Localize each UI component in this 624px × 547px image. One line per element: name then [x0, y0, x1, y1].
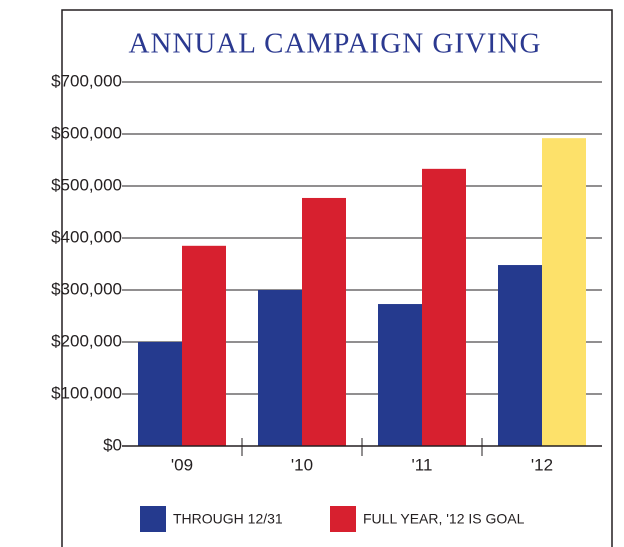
bar — [498, 265, 542, 446]
x-tick-label: '11 — [412, 455, 433, 474]
legend-label: FULL YEAR, '12 IS GOAL — [363, 511, 525, 527]
y-tick-label: $600,000 — [51, 123, 122, 142]
y-tick-label: $100,000 — [51, 383, 122, 402]
y-tick-label: $700,000 — [51, 71, 122, 90]
chart-title: ANNUAL CAMPAIGN GIVING — [129, 28, 542, 60]
legend-swatch — [330, 506, 356, 532]
y-tick-label: $500,000 — [51, 175, 122, 194]
legend-swatch — [140, 506, 166, 532]
x-tick-label: '10 — [291, 455, 313, 474]
y-tick-label: $300,000 — [51, 279, 122, 298]
bar — [258, 290, 302, 446]
y-tick-label: $200,000 — [51, 331, 122, 350]
y-tick-label: $0 — [103, 435, 122, 454]
frame — [61, 9, 613, 547]
bar — [302, 197, 346, 446]
x-tick-label: '12 — [531, 455, 553, 474]
bar — [138, 342, 182, 446]
x-tick-label: '09 — [171, 455, 193, 474]
y-tick-label: $400,000 — [51, 227, 122, 246]
bar — [542, 138, 586, 446]
bar — [378, 304, 422, 446]
bar — [182, 245, 226, 446]
legend-label: THROUGH 12/31 — [173, 511, 283, 527]
bar — [422, 168, 466, 446]
